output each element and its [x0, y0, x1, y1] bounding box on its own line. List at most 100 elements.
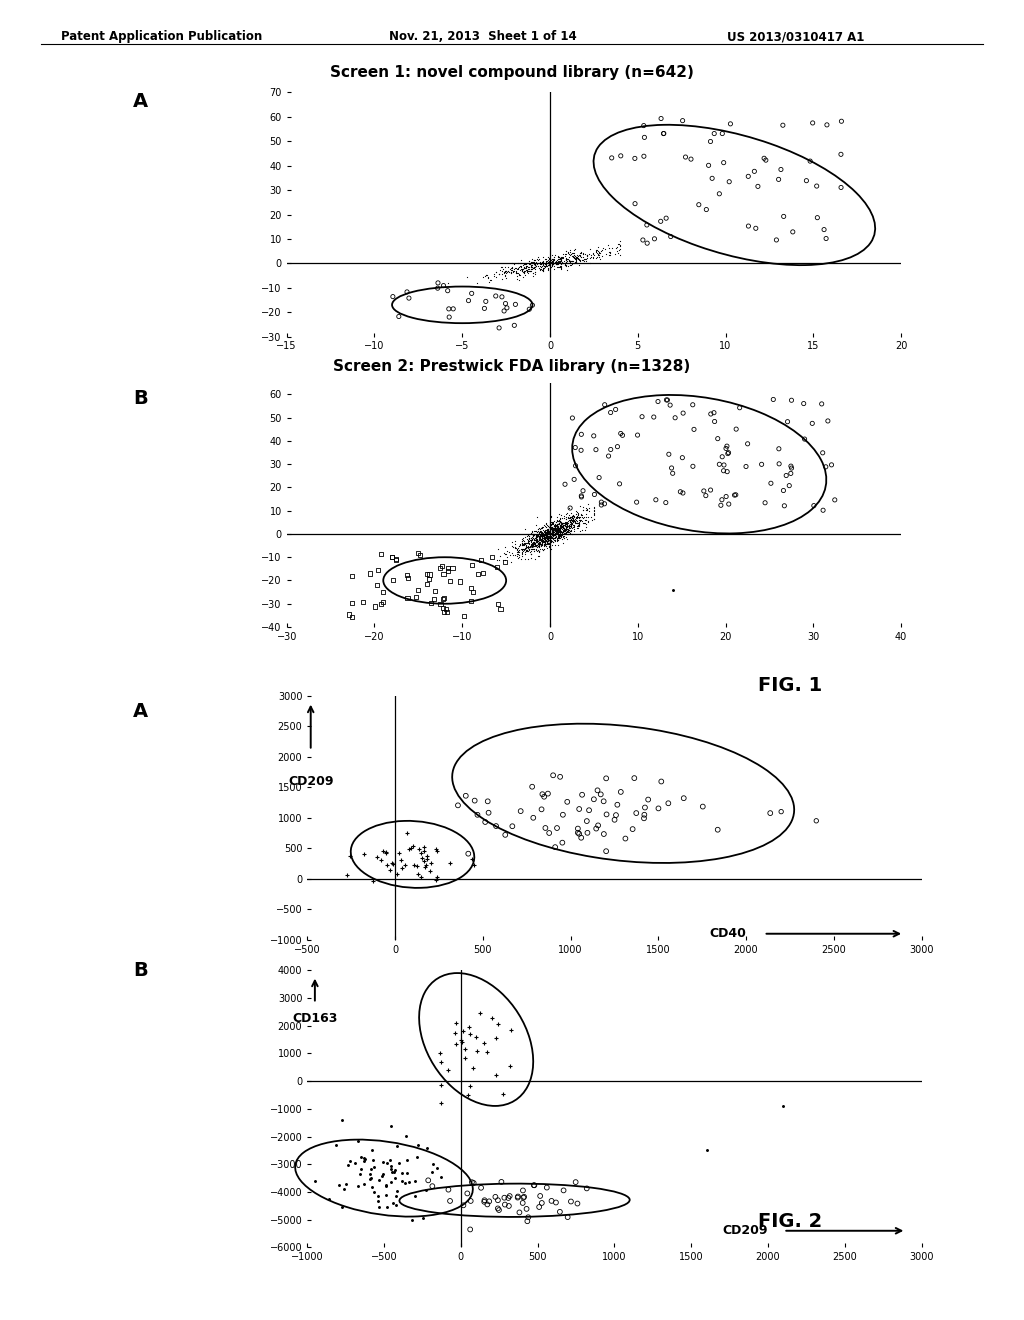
Point: [609, 236, 626, 257]
Point: [539, 537, 555, 558]
Point: [514, 260, 530, 281]
Point: [531, 251, 548, 272]
Point: [441, 306, 458, 327]
Point: [460, 1085, 476, 1106]
Point: [536, 524, 552, 545]
Point: [510, 263, 526, 284]
Point: [552, 510, 568, 531]
Point: [510, 537, 526, 558]
Point: [563, 251, 580, 272]
Point: [647, 490, 664, 511]
Point: [528, 253, 545, 275]
Point: [537, 531, 553, 552]
Point: [523, 255, 540, 276]
Point: [583, 244, 599, 265]
Point: [549, 528, 565, 549]
Point: [538, 255, 554, 276]
Point: [552, 511, 568, 532]
Point: [549, 253, 565, 275]
Point: [504, 257, 520, 279]
Point: [548, 1192, 564, 1213]
Point: [553, 248, 569, 269]
Point: [541, 523, 557, 544]
Point: [653, 771, 670, 792]
Point: [535, 533, 551, 554]
Point: [549, 531, 565, 552]
Point: [455, 1020, 471, 1041]
Point: [537, 532, 553, 553]
Point: [507, 545, 523, 566]
Point: [510, 548, 526, 569]
Point: [484, 1007, 501, 1028]
Point: [823, 454, 840, 475]
Point: [553, 515, 569, 536]
Point: [637, 797, 653, 818]
Point: [527, 520, 544, 541]
Point: [575, 246, 592, 267]
Point: [552, 520, 568, 541]
Point: [544, 253, 560, 275]
Point: [545, 253, 561, 275]
Text: CD163: CD163: [292, 1011, 338, 1024]
Point: [542, 517, 558, 539]
Point: [342, 1150, 358, 1171]
Point: [546, 517, 562, 539]
Point: [559, 513, 575, 535]
Point: [519, 259, 536, 280]
Point: [545, 521, 561, 543]
Point: [559, 510, 575, 531]
Point: [776, 495, 793, 516]
Point: [558, 248, 574, 269]
Point: [526, 1175, 543, 1196]
Point: [393, 849, 410, 870]
Point: [486, 264, 503, 285]
Point: [523, 256, 540, 277]
Point: [550, 512, 566, 533]
Point: [520, 256, 537, 277]
Point: [514, 528, 530, 549]
Point: [528, 541, 545, 562]
Point: [399, 565, 416, 586]
Point: [493, 599, 509, 620]
Point: [541, 255, 557, 276]
Point: [572, 251, 589, 272]
Point: [578, 504, 594, 525]
Point: [433, 1167, 450, 1188]
Point: [417, 857, 433, 878]
Point: [561, 507, 578, 528]
Point: [541, 529, 557, 550]
Point: [547, 244, 563, 265]
Point: [545, 532, 561, 553]
Point: [534, 535, 550, 556]
Point: [522, 260, 539, 281]
Point: [569, 249, 586, 271]
Point: [579, 1177, 595, 1199]
Point: [428, 1158, 444, 1179]
Point: [586, 789, 602, 810]
Point: [522, 543, 539, 564]
Point: [559, 515, 575, 536]
Point: [548, 520, 564, 541]
Point: [553, 259, 569, 280]
Point: [506, 314, 522, 335]
Point: [509, 543, 525, 564]
Point: [518, 1199, 535, 1220]
Point: [557, 255, 573, 276]
Point: [496, 259, 512, 280]
Point: [652, 211, 669, 232]
Point: [497, 552, 513, 573]
Point: [504, 257, 520, 279]
Point: [548, 523, 564, 544]
Point: [553, 521, 569, 543]
Point: [549, 252, 565, 273]
Point: [702, 479, 719, 500]
Point: [522, 533, 539, 554]
Point: [523, 527, 540, 548]
Point: [556, 517, 572, 539]
Point: [406, 855, 422, 876]
Point: [501, 261, 517, 282]
Point: [472, 1002, 488, 1023]
Point: [570, 504, 587, 525]
Point: [534, 799, 550, 820]
Point: [536, 787, 552, 808]
